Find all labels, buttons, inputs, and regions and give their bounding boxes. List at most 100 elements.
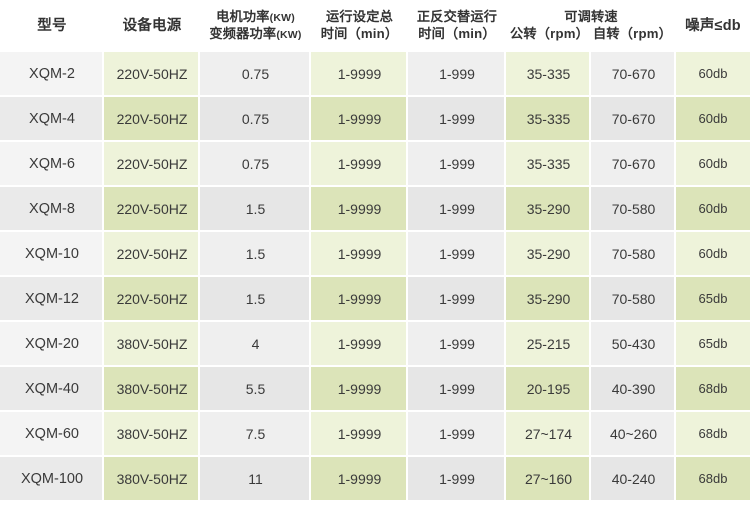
header-motor-power-text2: 变频器功率 bbox=[209, 26, 277, 41]
cell-rotation: 40-390 bbox=[591, 366, 676, 412]
header-run-time-line2: 时间（min） bbox=[320, 26, 399, 41]
cell-rotation: 50-430 bbox=[591, 321, 676, 367]
cell-model: XQM-6 bbox=[0, 141, 104, 187]
table-footer-space bbox=[0, 500, 750, 528]
cell-alt-time: 1-999 bbox=[408, 141, 506, 187]
cell-power-supply: 220V-50HZ bbox=[104, 52, 200, 97]
cell-rotation: 70-580 bbox=[591, 276, 676, 322]
table-body: XQM-2 220V-50HZ 0.75 1-9999 1-999 35-335 70-67… bbox=[0, 52, 750, 500]
cell-model: XQM-100 bbox=[0, 456, 104, 500]
cell-revolution: 27~174 bbox=[506, 411, 591, 457]
cell-revolution: 35-335 bbox=[506, 96, 591, 142]
cell-model: XQM-4 bbox=[0, 96, 104, 142]
table-row: XQM-4 220V-50HZ 0.75 1-9999 1-999 35-335 70-67… bbox=[0, 96, 750, 142]
cell-noise: 60db bbox=[676, 141, 750, 187]
cell-revolution: 25-215 bbox=[506, 321, 591, 367]
cell-power-supply: 220V-50HZ bbox=[104, 96, 200, 142]
cell-revolution: 35-290 bbox=[506, 186, 591, 232]
cell-power-supply: 220V-50HZ bbox=[104, 231, 200, 277]
cell-alt-time: 1-999 bbox=[408, 366, 506, 412]
cell-motor-power: 0.75 bbox=[200, 96, 311, 142]
header-alt-time-line2: 时间（min） bbox=[418, 26, 496, 41]
header-motor-power-unit1: (KW) bbox=[269, 12, 295, 25]
table-row: XQM-6 220V-50HZ 0.75 1-9999 1-999 35-335 70-67… bbox=[0, 141, 750, 187]
cell-model: XQM-12 bbox=[0, 276, 104, 322]
header-alt-time: 正反交替运行 时间（min） bbox=[408, 0, 506, 52]
cell-run-time: 1-9999 bbox=[311, 141, 408, 187]
cell-rotation: 70-670 bbox=[591, 141, 676, 187]
header-revolution-label: 公转（rpm） bbox=[509, 26, 590, 41]
cell-noise: 60db bbox=[676, 96, 750, 142]
header-power-supply-label: 设备电源 bbox=[122, 17, 182, 34]
table-row: XQM-12 220V-50HZ 1.5 1-9999 1-999 35-290 70-58… bbox=[0, 276, 750, 322]
cell-run-time: 1-9999 bbox=[311, 52, 408, 97]
cell-run-time: 1-9999 bbox=[311, 231, 408, 277]
cell-model: XQM-40 bbox=[0, 366, 104, 412]
cell-model: XQM-8 bbox=[0, 186, 104, 232]
cell-power-supply: 380V-50HZ bbox=[104, 456, 200, 500]
cell-revolution: 35-290 bbox=[506, 276, 591, 322]
cell-rotation: 70-580 bbox=[591, 231, 676, 277]
cell-motor-power: 0.75 bbox=[200, 141, 311, 187]
header-speed-group-label: 可调转速 bbox=[564, 9, 618, 25]
cell-power-supply: 220V-50HZ bbox=[104, 276, 200, 322]
cell-alt-time: 1-999 bbox=[408, 186, 506, 232]
cell-noise: 65db bbox=[676, 321, 750, 367]
header-rotation-label: 自转（rpm） bbox=[592, 26, 673, 41]
cell-rotation: 70-580 bbox=[591, 186, 676, 232]
header-noise: 噪声≤db bbox=[676, 0, 750, 52]
cell-run-time: 1-9999 bbox=[311, 96, 408, 142]
header-motor-power-text1: 电机功率 bbox=[216, 9, 270, 25]
cell-model: XQM-60 bbox=[0, 411, 104, 457]
cell-revolution: 20-195 bbox=[506, 366, 591, 412]
table-row: XQM-60 380V-50HZ 7.5 1-9999 1-999 27~174 40~26… bbox=[0, 411, 750, 457]
cell-alt-time: 1-999 bbox=[408, 231, 506, 277]
table-row: XQM-40 380V-50HZ 5.5 1-9999 1-999 20-195 40-39… bbox=[0, 366, 750, 412]
cell-alt-time: 1-999 bbox=[408, 52, 506, 97]
header-model: 型号 bbox=[0, 0, 104, 52]
cell-power-supply: 220V-50HZ bbox=[104, 141, 200, 187]
cell-rotation: 40~260 bbox=[591, 411, 676, 457]
cell-rotation: 70-670 bbox=[591, 96, 676, 142]
cell-revolution: 35-290 bbox=[506, 231, 591, 277]
cell-alt-time: 1-999 bbox=[408, 96, 506, 142]
cell-motor-power: 1.5 bbox=[200, 231, 311, 277]
cell-alt-time: 1-999 bbox=[408, 276, 506, 322]
cell-noise: 68db bbox=[676, 411, 750, 457]
header-alt-time-line1: 正反交替运行 bbox=[416, 9, 498, 25]
header-speed-subcolumns: 公转（rpm） 自转（rpm） bbox=[506, 26, 676, 43]
table-row: XQM-100 380V-50HZ 11 1-9999 1-999 27~160 40-24… bbox=[0, 456, 750, 500]
cell-power-supply: 220V-50HZ bbox=[104, 186, 200, 232]
cell-motor-power: 1.5 bbox=[200, 276, 311, 322]
spec-table-container: 型号 设备电源 电机功率(KW) 变频器功率(KW) 运行设定总 时间（min）… bbox=[0, 0, 750, 500]
table-row: XQM-8 220V-50HZ 1.5 1-9999 1-999 35-290 70-580… bbox=[0, 186, 750, 232]
table-row: XQM-10 220V-50HZ 1.5 1-9999 1-999 35-290 70-58… bbox=[0, 231, 750, 277]
cell-model: XQM-10 bbox=[0, 231, 104, 277]
cell-power-supply: 380V-50HZ bbox=[104, 321, 200, 367]
cell-motor-power: 4 bbox=[200, 321, 311, 367]
header-noise-label: 噪声≤db bbox=[685, 17, 741, 34]
cell-noise: 60db bbox=[676, 186, 750, 232]
cell-run-time: 1-9999 bbox=[311, 321, 408, 367]
cell-run-time: 1-9999 bbox=[311, 411, 408, 457]
table-row: XQM-2 220V-50HZ 0.75 1-9999 1-999 35-335 70-67… bbox=[0, 52, 750, 97]
cell-noise: 65db bbox=[676, 276, 750, 322]
cell-revolution: 27~160 bbox=[506, 456, 591, 500]
header-row: 型号 设备电源 电机功率(KW) 变频器功率(KW) 运行设定总 时间（min）… bbox=[0, 0, 750, 52]
table-row: XQM-20 380V-50HZ 4 1-9999 1-999 25-215 50-430 6… bbox=[0, 321, 750, 367]
cell-alt-time: 1-999 bbox=[408, 456, 506, 500]
table-header: 型号 设备电源 电机功率(KW) 变频器功率(KW) 运行设定总 时间（min）… bbox=[0, 0, 750, 52]
cell-rotation: 70-670 bbox=[591, 52, 676, 97]
cell-run-time: 1-9999 bbox=[311, 456, 408, 500]
cell-run-time: 1-9999 bbox=[311, 366, 408, 412]
header-motor-power: 电机功率(KW) 变频器功率(KW) bbox=[200, 0, 311, 52]
header-motor-power-unit2: (KW) bbox=[276, 29, 302, 41]
cell-run-time: 1-9999 bbox=[311, 186, 408, 232]
cell-run-time: 1-9999 bbox=[311, 276, 408, 322]
cell-motor-power: 11 bbox=[200, 456, 311, 500]
cell-revolution: 35-335 bbox=[506, 141, 591, 187]
header-adjustable-speed-group: 可调转速 公转（rpm） 自转（rpm） bbox=[506, 0, 676, 52]
header-power-supply: 设备电源 bbox=[104, 0, 200, 52]
cell-revolution: 35-335 bbox=[506, 52, 591, 97]
header-run-time-line1: 运行设定总 bbox=[326, 9, 393, 25]
